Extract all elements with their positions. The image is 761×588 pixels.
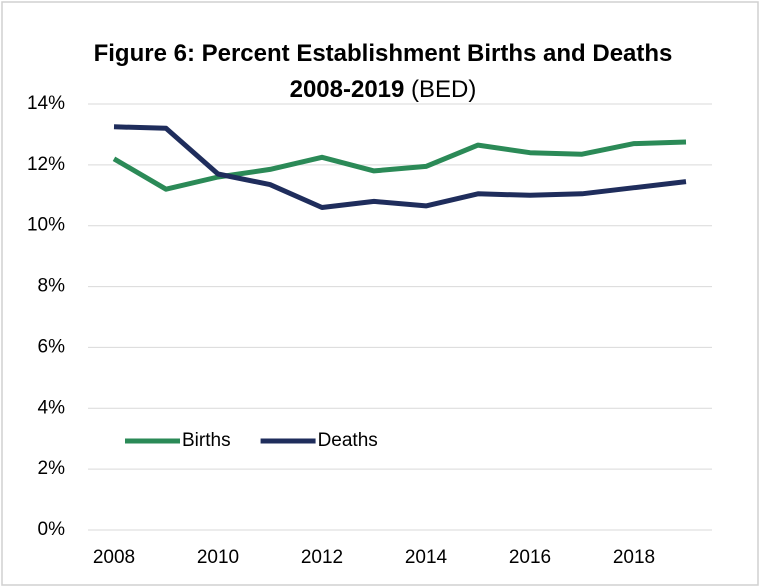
- x-tick-label: 2014: [405, 547, 448, 568]
- y-tick-label: 4%: [38, 397, 66, 418]
- x-tick-label: 2008: [93, 547, 135, 568]
- y-tick-label: 6%: [38, 336, 66, 357]
- legend-label: Births: [182, 430, 231, 451]
- title-text: Figure 6: Percent Establishment Births a…: [93, 40, 673, 103]
- y-tick-label: 12%: [27, 154, 65, 175]
- x-tick-label: 2010: [197, 547, 239, 568]
- title-note: (BED): [411, 76, 477, 103]
- x-tick-label: 2012: [301, 547, 343, 568]
- chart-title: Figure 6: Percent Establishment Births a…: [93, 36, 673, 108]
- x-tick-label: 2016: [509, 547, 551, 568]
- y-tick-label: 10%: [27, 215, 65, 236]
- y-tick-label: 14%: [27, 93, 65, 114]
- legend-label: Deaths: [318, 430, 378, 451]
- y-tick-label: 8%: [38, 276, 66, 297]
- y-tick-label: 2%: [38, 458, 66, 479]
- x-tick-label: 2018: [613, 547, 655, 568]
- line-series: [113, 124, 687, 210]
- y-tick-label: 0%: [38, 519, 66, 540]
- line-series: [112, 139, 687, 192]
